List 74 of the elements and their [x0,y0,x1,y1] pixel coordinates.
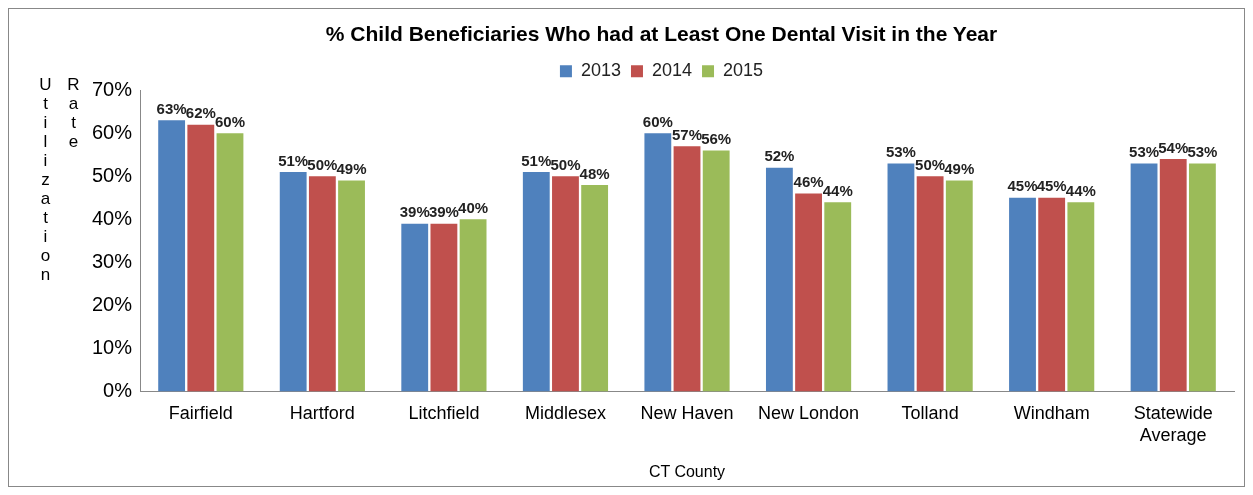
bar [1130,163,1158,392]
x-tick-label: Hartford [289,403,355,424]
y-tick-label: 40% [92,206,133,229]
data-label: 44% [1065,181,1096,199]
data-label: 63% [156,99,187,117]
bar [522,172,550,392]
bar [1159,159,1187,392]
data-label: 40% [458,199,489,217]
bar [824,202,852,392]
x-tick-label: New Haven [640,403,734,424]
x-tick-label: Tolland [901,403,959,424]
legend-label: 2013 [580,60,621,81]
data-label: 54% [1158,138,1189,156]
data-label: 51% [278,151,309,169]
bar [1067,202,1095,392]
chart-title: % Child Beneficiaries Who had at Least One Dental Visit in the Year [325,22,998,46]
bar [673,146,701,392]
bar [187,124,215,392]
y-tick-label: 20% [92,293,133,315]
y-tick-label: 70% [92,77,133,100]
data-label: 48% [579,164,610,182]
bar [945,180,973,392]
bar [702,150,730,392]
data-label: 51% [521,151,552,169]
data-label: 46% [793,173,824,191]
data-label: 44% [822,181,853,199]
x-tick-label: Litchfield [408,403,480,424]
bar [216,133,244,392]
bar [581,184,609,392]
x-tick-label: Windham [1013,403,1090,424]
data-label: 60% [642,112,673,130]
data-label: 53% [885,143,916,161]
bar [1188,163,1216,392]
data-label: 56% [701,130,732,148]
y-tick-label: 60% [92,120,133,143]
data-label: 53% [1129,143,1160,161]
data-label: 50% [550,155,581,173]
y-tick-label: 10% [92,336,133,359]
bar [765,167,793,392]
x-tick-label: Fairfield [168,403,233,424]
bar [308,176,336,392]
bar [459,219,487,392]
x-tick-label: Statewide Average [1133,403,1213,445]
legend-label: 2014 [651,60,693,81]
data-label: 49% [944,160,975,178]
bar [158,120,186,392]
data-label: 39% [399,203,430,221]
bar [887,163,915,392]
data-label: 49% [336,160,367,178]
bar [795,193,822,392]
bar [279,172,307,392]
data-label: 45% [1036,177,1067,195]
x-axis-title: CT County [648,462,726,480]
data-label: 62% [185,104,216,122]
y-tick-label: 30% [92,249,133,272]
y-axis-title: Utilization Rate [35,75,84,286]
legend-label: 2015 [723,60,764,81]
y-tick-label: 0% [103,379,133,402]
data-label: 52% [764,147,795,165]
bar [401,223,429,392]
bar [430,223,458,392]
data-label: 57% [672,125,703,143]
data-label: 39% [428,203,459,221]
x-tick-label: New London [758,403,860,424]
data-label: 53% [1187,143,1218,161]
bar [552,176,579,392]
x-tick-label: Middlesex [524,403,606,424]
bar [338,180,365,392]
bar [916,176,944,392]
y-tick-label: 50% [92,163,133,186]
data-label: 45% [1007,177,1038,195]
bar [1009,197,1036,392]
bar [1038,197,1066,392]
bar [644,133,672,392]
